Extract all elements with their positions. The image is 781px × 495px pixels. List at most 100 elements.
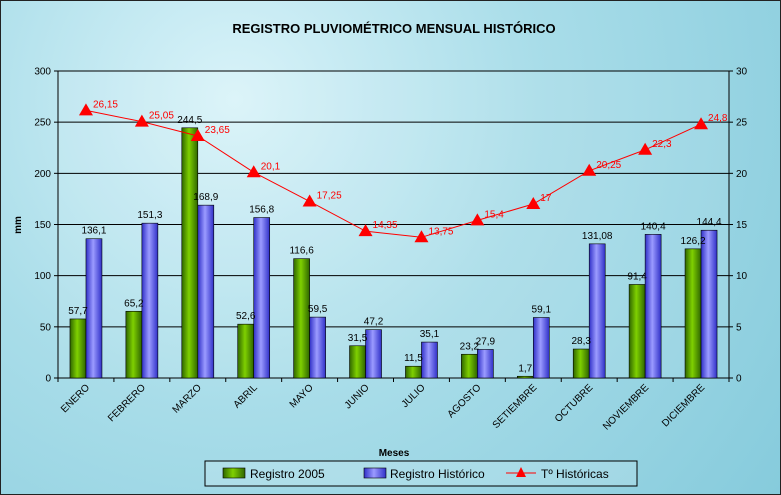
bar-registro-2005 bbox=[405, 365, 422, 379]
marker-temperaturas bbox=[190, 128, 205, 141]
bar-registro-historico bbox=[644, 234, 662, 379]
bar-registro-historico bbox=[421, 341, 438, 379]
marker-temperaturas bbox=[302, 194, 317, 207]
bar-registro-2005 bbox=[181, 127, 199, 379]
data-label-registro-historico: 168,9 bbox=[193, 192, 218, 203]
category-label: DICIEMBRE bbox=[660, 382, 707, 429]
y-tick-label: 200 bbox=[34, 169, 51, 180]
y2-tick-label: 15 bbox=[736, 220, 748, 231]
category-label: JUNIO bbox=[343, 382, 372, 411]
legend-swatch-registro-2005 bbox=[222, 467, 246, 479]
chart-title: REGISTRO PLUVIOMÉTRICO MENSUAL HISTÓRICO bbox=[232, 21, 555, 36]
data-label-registro-2005: 57,7 bbox=[68, 306, 88, 317]
data-label-temperaturas: 22,3 bbox=[652, 139, 672, 150]
data-label-temperaturas: 17,25 bbox=[317, 190, 342, 201]
y-tick-label: 250 bbox=[34, 118, 51, 129]
legend-label-temperaturas: Tº Históricas bbox=[541, 467, 609, 481]
data-label-registro-historico: 59,1 bbox=[532, 305, 552, 316]
y2-tick-label: 30 bbox=[736, 67, 748, 78]
data-label-registro-2005: 28,3 bbox=[571, 336, 591, 347]
y2-tick-label: 0 bbox=[736, 374, 742, 385]
data-label-temperaturas: 20,1 bbox=[261, 161, 281, 172]
data-label-registro-historico: 140,4 bbox=[641, 221, 666, 232]
bar-registro-historico bbox=[197, 204, 215, 379]
category-label: OCTUBRE bbox=[553, 382, 596, 425]
data-label-registro-historico: 156,8 bbox=[249, 205, 274, 216]
bar-registro-historico bbox=[477, 349, 494, 379]
y-tick-label: 0 bbox=[45, 374, 51, 385]
bar-registro-2005 bbox=[293, 258, 310, 379]
data-label-registro-2005: 91,4 bbox=[627, 271, 647, 282]
data-label-registro-2005: 31,5 bbox=[348, 333, 368, 344]
data-label-registro-2005: 126,2 bbox=[681, 236, 706, 247]
bar-registro-historico bbox=[588, 243, 606, 379]
data-label-registro-2005: 244,5 bbox=[177, 115, 202, 126]
marker-temperaturas bbox=[414, 230, 429, 243]
category-label: FEBRERO bbox=[106, 382, 148, 424]
data-label-temperaturas: 15,4 bbox=[484, 209, 504, 220]
bar-registro-historico bbox=[85, 238, 103, 379]
data-label-registro-historico: 151,3 bbox=[137, 210, 162, 221]
category-label: ABRIL bbox=[232, 382, 261, 411]
y-tick-label: 100 bbox=[34, 271, 51, 282]
category-label: MARZO bbox=[171, 382, 204, 415]
data-label-temperaturas: 17 bbox=[540, 193, 552, 204]
data-label-temperaturas: 14,35 bbox=[373, 220, 398, 231]
bar-registro-historico bbox=[532, 317, 550, 379]
legend-box bbox=[204, 460, 638, 487]
data-label-temperaturas: 23,65 bbox=[205, 125, 230, 136]
legend-label-registro-historico: Registro Histórico bbox=[390, 467, 485, 481]
bar-registro-2005 bbox=[349, 345, 366, 379]
y-tick-label: 50 bbox=[40, 322, 52, 333]
data-label-registro-2005: 1,7 bbox=[518, 363, 532, 374]
y2-tick-label: 10 bbox=[736, 271, 748, 282]
data-label-temperaturas: 24,8 bbox=[708, 113, 728, 124]
category-label: SETIEMBRE bbox=[491, 382, 540, 431]
category-label: MAYO bbox=[288, 382, 316, 410]
data-label-temperaturas: 25,05 bbox=[149, 111, 174, 122]
y2-tick-label: 25 bbox=[736, 118, 748, 129]
marker-temperaturas bbox=[134, 114, 149, 127]
data-label-registro-historico: 144,4 bbox=[697, 217, 722, 228]
x-axis-title: Meses bbox=[379, 448, 410, 459]
bar-registro-historico bbox=[253, 217, 271, 379]
bar-registro-historico bbox=[365, 329, 382, 379]
data-label-temperaturas: 13,75 bbox=[428, 226, 453, 237]
data-label-registro-historico: 131,08 bbox=[582, 231, 613, 242]
data-label-temperaturas: 26,15 bbox=[93, 99, 118, 110]
bar-registro-2005 bbox=[516, 375, 534, 379]
category-label: ENERO bbox=[59, 382, 92, 415]
marker-temperaturas bbox=[694, 117, 709, 130]
series-line-temperaturas bbox=[85, 109, 702, 238]
bar-registro-historico bbox=[700, 229, 718, 379]
data-label-registro-historico: 35,1 bbox=[420, 329, 440, 340]
data-label-temperaturas: 20,25 bbox=[596, 160, 621, 171]
data-label-registro-historico: 27,9 bbox=[476, 336, 496, 347]
bar-registro-historico bbox=[309, 316, 326, 379]
legend-swatch-registro-historico bbox=[363, 467, 387, 479]
bar-registro-2005 bbox=[572, 348, 590, 379]
y-tick-label: 150 bbox=[34, 220, 51, 231]
marker-temperaturas bbox=[526, 197, 541, 210]
legend-marker-temperaturas bbox=[516, 467, 526, 477]
legend: Registro 2005 Registro Histórico Tº Hist… bbox=[204, 460, 638, 487]
marker-temperaturas bbox=[638, 142, 653, 155]
y-tick-label: 300 bbox=[34, 67, 51, 78]
marker-temperaturas bbox=[582, 163, 597, 176]
data-label-registro-2005: 52,6 bbox=[236, 311, 256, 322]
bar-registro-2005 bbox=[628, 284, 646, 379]
bar-registro-2005 bbox=[461, 353, 478, 379]
bar-registro-2005 bbox=[237, 323, 255, 379]
bar-registro-historico bbox=[141, 222, 159, 379]
marker-temperaturas bbox=[78, 103, 93, 116]
data-label-registro-historico: 59,5 bbox=[308, 304, 328, 315]
bar-registro-2005 bbox=[69, 318, 87, 379]
data-label-registro-2005: 11,5 bbox=[404, 353, 423, 364]
marker-temperaturas bbox=[358, 224, 373, 237]
category-label: NOVIEMBRE bbox=[601, 382, 651, 432]
y2-tick-label: 20 bbox=[736, 169, 748, 180]
data-label-registro-2005: 116,6 bbox=[289, 246, 314, 257]
category-label: AGOSTO bbox=[446, 382, 484, 420]
